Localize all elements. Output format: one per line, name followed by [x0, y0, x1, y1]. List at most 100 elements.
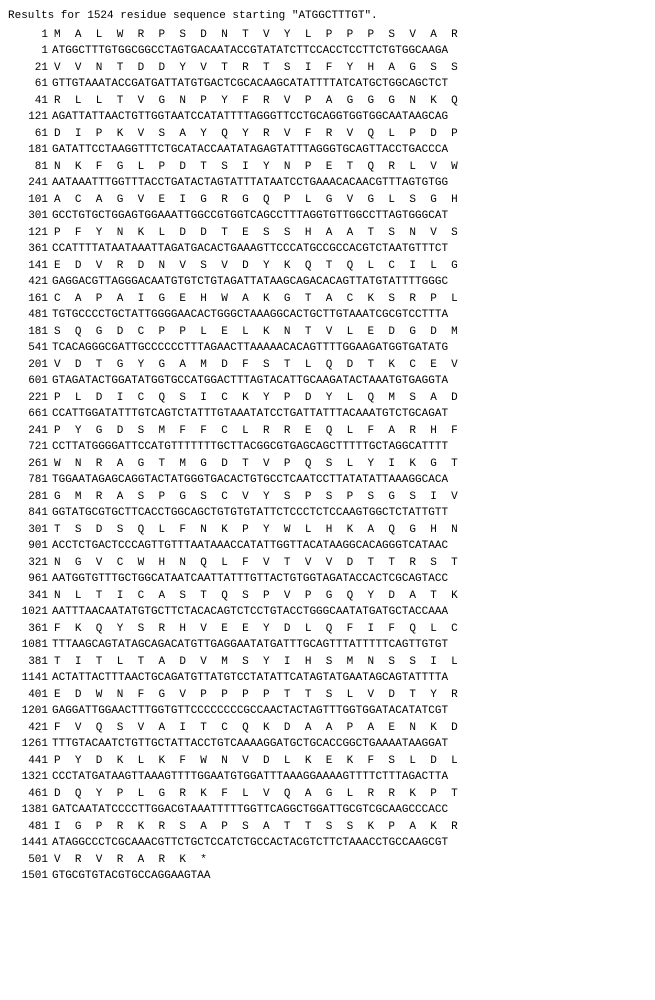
position-number: 401 — [8, 687, 52, 704]
nucleotide-sequence: TCACAGGGCGATTGCCCCCCTTTAGAACTTAAAAACACAG… — [52, 340, 448, 357]
amino-acid-line: 401EDWNFGVPPPPTTSLVDTYR — [8, 687, 647, 704]
nucleotide-line: 721CCTTATGGGGATTCCATGTTTTTTTGCTTACGGCGTG… — [8, 439, 647, 456]
amino-acid-sequence: PFYNKLDDTESSHAATSNVS — [52, 225, 472, 242]
amino-acid-line: 21VVNTDDYVTRTSIFYHAGSS — [8, 60, 647, 77]
amino-acid-sequence: NKFGLPDTSIYNPETQRLVW — [52, 159, 472, 176]
nucleotide-line: 1081TTTAAGCAGTATAGCAGACATGTTGAGGAATATGAT… — [8, 637, 647, 654]
amino-acid-line: 221PLDICQSICKYPDYLQMSAD — [8, 390, 647, 407]
sequence-display: 1MALWRPSDNTVYLPPPSVAR1ATGGCTTTGTGGCGGCCT… — [8, 27, 647, 885]
amino-acid-sequence: NLTICASTQSPVPGQYDATK — [52, 588, 472, 605]
position-number: 1 — [8, 27, 52, 44]
amino-acid-line: 181SQGDCPPLELKNTVLEDGDM — [8, 324, 647, 341]
nucleotide-line: 1ATGGCTTTGTGGCGGCCTAGTGACAATACCGTATATCTT… — [8, 43, 647, 60]
position-number: 121 — [8, 109, 52, 126]
nucleotide-sequence: AATGGTGTTTGCTGGCATAATCAATTATTTGTTACTGTGG… — [52, 571, 448, 588]
nucleotide-line: 1141ACTATTACTTTAACTGCAGATGTTATGTCCTATATT… — [8, 670, 647, 687]
amino-acid-sequence: DQYPLGRKFLVQAGLRRKPT — [52, 786, 472, 803]
amino-acid-sequence: NGVCWHNQLFVTVVDTTRST — [52, 555, 472, 572]
position-number: 961 — [8, 571, 52, 588]
amino-acid-sequence: VVNTDDYVTRTSIFYHAGSS — [52, 60, 472, 77]
position-number: 61 — [8, 126, 52, 143]
amino-acid-line: 301TSDSQLFNKPYWLHKAQGHN — [8, 522, 647, 539]
amino-acid-line: 101ACAGVEIGRGQPLGVGLSGH — [8, 192, 647, 209]
nucleotide-line: 241AATAAATTTGGTTTACCTGATACTAGTATTTATAATC… — [8, 175, 647, 192]
position-number: 181 — [8, 324, 52, 341]
nucleotide-line: 361CCATTTTATAATAAATTAGATGACACTGAAAGTTCCC… — [8, 241, 647, 258]
nucleotide-line: 121AGATTATTAACTGTTGGTAATCCATATTTTAGGGTTC… — [8, 109, 647, 126]
position-number: 101 — [8, 192, 52, 209]
nucleotide-line: 61GTTGTAAATACCGATGATTATGTGACTCGCACAAGCAT… — [8, 76, 647, 93]
position-number: 361 — [8, 621, 52, 638]
nucleotide-sequence: ATAGGCCCTCGCAAACGTTCTGCTCCATCTGCCACTACGT… — [52, 835, 448, 852]
position-number: 1141 — [8, 670, 52, 687]
amino-acid-line: 1MALWRPSDNTVYLPPPSVAR — [8, 27, 647, 44]
nucleotide-line: 1261TTTGTACAATCTGTTGCTATTACCTGTCAAAAGGAT… — [8, 736, 647, 753]
amino-acid-line: 341NLTICASTQSPVPGQYDATK — [8, 588, 647, 605]
amino-acid-sequence: GMRASPGSCVYSPSPSGSIV — [52, 489, 472, 506]
nucleotide-line: 1321CCCTATGATAAGTTAAAGTTTTGGAATGTGGATTTA… — [8, 769, 647, 786]
nucleotide-line: 421GAGGACGTTAGGGACAATGTGTCTGTAGATTATAAGC… — [8, 274, 647, 291]
amino-acid-line: 461DQYPLGRKFLVQAGLRRKPT — [8, 786, 647, 803]
nucleotide-line: 541TCACAGGGCGATTGCCCCCCTTTAGAACTTAAAAACA… — [8, 340, 647, 357]
position-number: 241 — [8, 423, 52, 440]
nucleotide-line: 481TGTGCCCCTGCTATTGGGGAACACTGGGCTAAAGGCA… — [8, 307, 647, 324]
nucleotide-sequence: AATAAATTTGGTTTACCTGATACTAGTATTTATAATCCTG… — [52, 175, 448, 192]
nucleotide-sequence: CCATTTTATAATAAATTAGATGACACTGAAAGTTCCCATG… — [52, 241, 448, 258]
nucleotide-sequence: GATCAATATCCCCTTGGACGTAAATTTTTGGTTCAGGCTG… — [52, 802, 448, 819]
position-number: 301 — [8, 522, 52, 539]
amino-acid-line: 281GMRASPGSCVYSPSPSGSIV — [8, 489, 647, 506]
position-number: 1201 — [8, 703, 52, 720]
nucleotide-sequence: ACTATTACTTTAACTGCAGATGTTATGTCCTATATTCATA… — [52, 670, 448, 687]
amino-acid-sequence: ACAGVEIGRGQPLGVGLSGH — [52, 192, 472, 209]
nucleotide-sequence: GTAGATACTGGATATGGTGCCATGGACTTTAGTACATTGC… — [52, 373, 448, 390]
amino-acid-line: 421FVQSVAITCQKDAAPAENKD — [8, 720, 647, 737]
nucleotide-sequence: GCCTGTGCTGGAGTGGAAATTGGCCGTGGTCAGCCTTTAG… — [52, 208, 448, 225]
position-number: 261 — [8, 456, 52, 473]
amino-acid-line: 481IGPRKRSAPSATTSSKPAKR — [8, 819, 647, 836]
position-number: 421 — [8, 274, 52, 291]
position-number: 601 — [8, 373, 52, 390]
amino-acid-line: 81NKFGLPDTSIYNPETQRLVW — [8, 159, 647, 176]
position-number: 1021 — [8, 604, 52, 621]
amino-acid-line: 441PYDKLKFWNVDLKEKFSLDL — [8, 753, 647, 770]
nucleotide-sequence: TGTGCCCCTGCTATTGGGGAACACTGGGCTAAAGGCACTG… — [52, 307, 448, 324]
amino-acid-line: 61DIPKVSAYQYRVFRVQLPDP — [8, 126, 647, 143]
amino-acid-line: 381TITLTADVMSYIHSMNSSIL — [8, 654, 647, 671]
amino-acid-line: 141EDVRDNVSVDYKQTQLCILG — [8, 258, 647, 275]
nucleotide-sequence: AATTTAACAATATGTGCTTCTACACAGTCTCCTGTACCTG… — [52, 604, 448, 621]
position-number: 381 — [8, 654, 52, 671]
nucleotide-line: 601GTAGATACTGGATATGGTGCCATGGACTTTAGTACAT… — [8, 373, 647, 390]
position-number: 181 — [8, 142, 52, 159]
nucleotide-sequence: GGTATGCGTGCTTCACCTGGCAGCTGTGTGTATTCTCCCT… — [52, 505, 448, 522]
position-number: 461 — [8, 786, 52, 803]
amino-acid-sequence: IGPRKRSAPSATTSSKPAKR — [52, 819, 472, 836]
position-number: 301 — [8, 208, 52, 225]
amino-acid-line: 121PFYNKLDDTESSHAATSNVS — [8, 225, 647, 242]
nucleotide-sequence: AGATTATTAACTGTTGGTAATCCATATTTTAGGGTTCCTG… — [52, 109, 448, 126]
nucleotide-line: 961AATGGTGTTTGCTGGCATAATCAATTATTTGTTACTG… — [8, 571, 647, 588]
nucleotide-sequence: GAGGATTGGAACTTTGGTGTTCCCCCCCCGCCAACTACTA… — [52, 703, 448, 720]
amino-acid-sequence: RLLTVGNPYFRVPAGGGNKQ — [52, 93, 472, 110]
position-number: 341 — [8, 588, 52, 605]
position-number: 221 — [8, 390, 52, 407]
position-number: 541 — [8, 340, 52, 357]
position-number: 501 — [8, 852, 52, 869]
amino-acid-sequence: WNRAGTMGDTVPQSLYIKGT — [52, 456, 472, 473]
nucleotide-sequence: TGGAATAGAGCAGGTACTATGGGTGACACTGTGCCTCAAT… — [52, 472, 448, 489]
position-number: 1441 — [8, 835, 52, 852]
nucleotide-sequence: GTGCGTGTACGTGCCAGGAAGTAA — [52, 868, 210, 885]
position-number: 281 — [8, 489, 52, 506]
position-number: 21 — [8, 60, 52, 77]
nucleotide-line: 301GCCTGTGCTGGAGTGGAAATTGGCCGTGGTCAGCCTT… — [8, 208, 647, 225]
nucleotide-line: 901ACCTCTGACTCCCAGTTGTTTAATAAACCATATTGGT… — [8, 538, 647, 555]
position-number: 121 — [8, 225, 52, 242]
position-number: 1261 — [8, 736, 52, 753]
position-number: 241 — [8, 175, 52, 192]
position-number: 321 — [8, 555, 52, 572]
position-number: 41 — [8, 93, 52, 110]
nucleotide-sequence: TTTGTACAATCTGTTGCTATTACCTGTCAAAAGGATGCTG… — [52, 736, 448, 753]
position-number: 781 — [8, 472, 52, 489]
position-number: 481 — [8, 819, 52, 836]
position-number: 1 — [8, 43, 52, 60]
nucleotide-sequence: TTTAAGCAGTATAGCAGACATGTTGAGGAATATGATTTGC… — [52, 637, 448, 654]
